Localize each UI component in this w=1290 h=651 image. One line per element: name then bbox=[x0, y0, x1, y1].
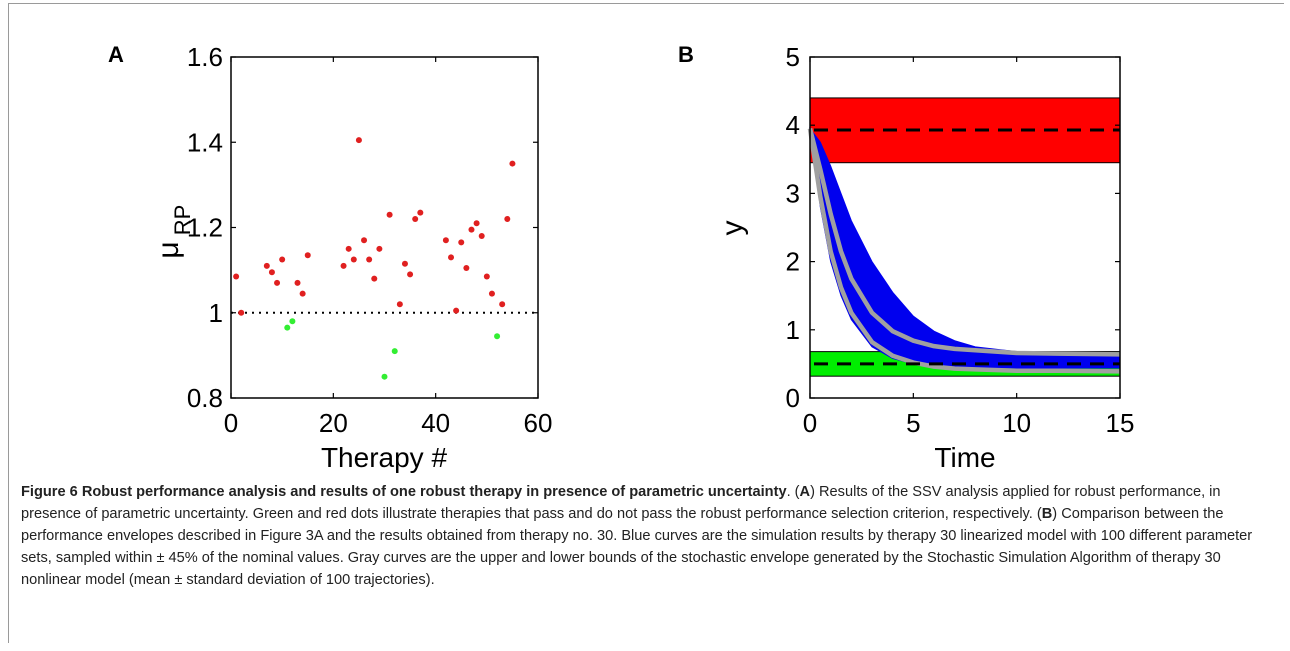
panel-a-data-point bbox=[340, 262, 347, 269]
panel-b-y-tick-label: 5 bbox=[786, 42, 800, 72]
panel-a-data-point bbox=[284, 324, 291, 331]
figure-charts: A 0 20 40 600.811.21.41.6 Therapy # μ RP B … bbox=[108, 42, 1134, 473]
figure-frame bbox=[8, 3, 1284, 643]
panel-a-data-point bbox=[463, 264, 470, 271]
panel-a-data-point bbox=[453, 307, 460, 314]
panel-a-x-tick-label: 40 bbox=[421, 408, 450, 438]
panel-b-y-tick-label: 4 bbox=[786, 110, 800, 140]
panel-a-data-point bbox=[494, 333, 501, 340]
panel-b: B 0 5 10 15 0 1 2 3 4 5 Time y bbox=[678, 42, 1134, 473]
panel-b-y-tick-label: 0 bbox=[786, 383, 800, 413]
panel-a-data-point bbox=[289, 318, 296, 325]
panel-a-data-point bbox=[509, 160, 516, 167]
panel-b-y-tick-label: 2 bbox=[786, 247, 800, 277]
panel-a-data-point bbox=[504, 215, 511, 222]
figure-caption: Figure 6 Robust performance analysis and… bbox=[21, 481, 1271, 591]
caption-part-2: ) Results of the SSV analysis applied fo… bbox=[21, 484, 1221, 522]
panel-a-data-point bbox=[371, 275, 378, 282]
panel-a-data-point bbox=[238, 309, 245, 316]
panel-b-plot-area bbox=[809, 56, 1121, 399]
panel-a-data-point bbox=[468, 226, 475, 233]
panel-a-data-point bbox=[268, 269, 275, 276]
panel-a-data-point bbox=[478, 233, 485, 240]
panel-a-plot-area bbox=[230, 56, 539, 399]
panel-a-y-tick-label: 1.2 bbox=[187, 213, 223, 243]
caption-panel-b-ref: B bbox=[1041, 506, 1053, 522]
panel-a-letter: A bbox=[108, 42, 124, 67]
panel-a-y-axis-subscript: RP bbox=[170, 205, 195, 236]
caption-lead: Figure 6 Robust performance analysis and… bbox=[21, 484, 787, 500]
panel-a-y-axis-symbol: μ bbox=[152, 241, 185, 258]
panel-a-data-point bbox=[376, 245, 383, 252]
panel-a-data-point bbox=[355, 137, 362, 144]
panel-b-y-tick-label: 3 bbox=[786, 178, 800, 208]
panel-a-data-point bbox=[417, 209, 424, 216]
panel-a-data-point bbox=[396, 301, 403, 308]
panel-a-data-point bbox=[442, 237, 449, 244]
panel-a-x-tick-label: 20 bbox=[319, 408, 348, 438]
panel-a-data-point bbox=[279, 256, 286, 263]
panel-a-y-tick-label: 1 bbox=[209, 298, 223, 328]
panel-a-y-tick-label: 1.6 bbox=[187, 42, 223, 72]
panel-a-data-point bbox=[294, 279, 301, 286]
panel-a-data-point bbox=[458, 239, 465, 246]
caption-part-1: . ( bbox=[786, 484, 800, 500]
panel-b-x-tick-label: 5 bbox=[906, 408, 920, 438]
panel-a-data-point bbox=[391, 348, 398, 355]
panel-a-x-tick-label: 0 bbox=[224, 408, 238, 438]
panel-a-data-point bbox=[483, 273, 490, 280]
panel-a-data-point bbox=[361, 237, 368, 244]
panel-a-data-point bbox=[499, 301, 506, 308]
panel-b-x-tick-label: 15 bbox=[1106, 408, 1135, 438]
panel-a-data-point bbox=[233, 273, 240, 280]
panel-a-data-point bbox=[412, 215, 419, 222]
panel-a-data-point bbox=[401, 260, 408, 267]
panel-a-data-point bbox=[386, 211, 393, 218]
panel-a-y-axis-label: μ RP bbox=[152, 205, 195, 259]
panel-a-data-point bbox=[274, 279, 281, 286]
caption-part-3: ) Comparison between the performance env… bbox=[21, 506, 1253, 588]
panel-b-x-axis-label: Time bbox=[934, 442, 995, 473]
panel-a-data-point bbox=[366, 256, 373, 263]
panel-b-x-tick-label: 10 bbox=[1002, 408, 1031, 438]
panel-b-stochastic-lower-bound bbox=[807, 128, 1121, 374]
panel-a-data-point bbox=[407, 271, 414, 278]
panel-a-data-point bbox=[448, 254, 455, 261]
panel-b-x-tick-label: 0 bbox=[803, 408, 817, 438]
panel-a-y-tick-label: 0.8 bbox=[187, 383, 223, 413]
panel-b-linear-model-envelope bbox=[809, 126, 1121, 369]
panel-a-y-tick-label: 1.4 bbox=[187, 127, 223, 157]
panel-b-letter: B bbox=[678, 42, 694, 67]
panel-a-data-point bbox=[381, 373, 388, 380]
panel-a-data-point bbox=[488, 290, 495, 297]
panel-a-data-point bbox=[304, 252, 311, 259]
panel-a-data-point bbox=[473, 220, 480, 227]
panel-b-y-tick-label: 1 bbox=[786, 315, 800, 345]
panel-a-data-point bbox=[350, 256, 357, 263]
panel-a-data-point bbox=[345, 245, 352, 252]
panel-a: A 0 20 40 60 0.8 1 1.2 1.4 1.6 Therapy # μ RP bbox=[108, 42, 552, 473]
caption-panel-a-ref: A bbox=[799, 484, 811, 500]
panel-a-x-axis-label: Therapy # bbox=[321, 442, 447, 473]
panel-b-stochastic-upper-bound bbox=[807, 128, 1121, 357]
panel-a-data-point bbox=[299, 290, 306, 297]
panel-b-y-axis-label: y bbox=[716, 221, 749, 236]
panel-a-data-point bbox=[263, 262, 270, 269]
panel-a-x-tick-label: 60 bbox=[524, 408, 553, 438]
